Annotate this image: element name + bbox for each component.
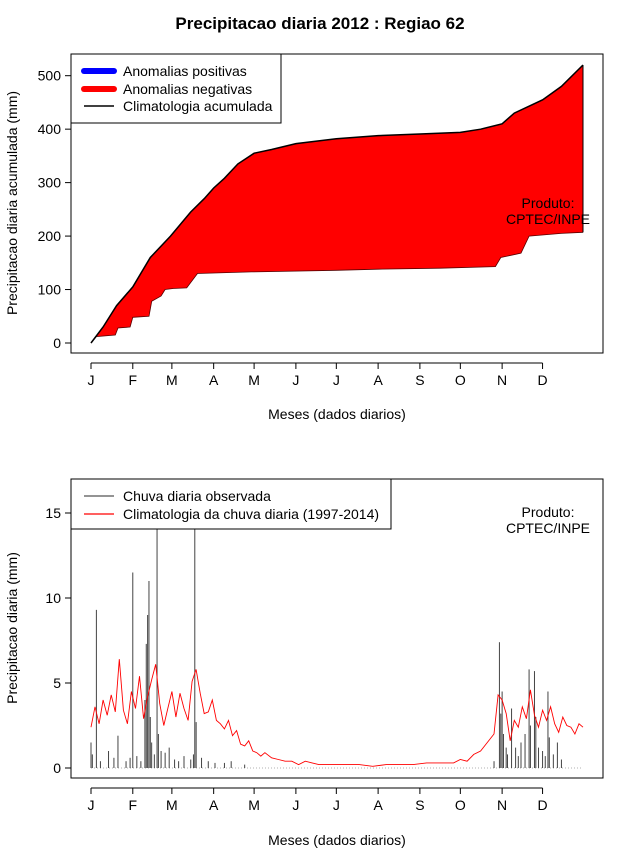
y-tick-label: 10 bbox=[45, 590, 61, 606]
y-axis-label: Precipitacao diaria acumulada (mm) bbox=[4, 91, 20, 315]
y-tick-label: 200 bbox=[38, 228, 62, 244]
x-tick-label: J bbox=[88, 372, 95, 388]
x-tick-label: O bbox=[455, 372, 466, 388]
x-tick-label: J bbox=[333, 372, 340, 388]
x-axis-label: Meses (dados diarios) bbox=[268, 832, 406, 848]
x-tick-label: M bbox=[166, 372, 178, 388]
x-tick-label: D bbox=[537, 372, 547, 388]
legend-box bbox=[70, 478, 392, 530]
legend-label: Chuva diaria observada bbox=[123, 488, 271, 504]
y-tick-label: 0 bbox=[53, 335, 61, 351]
x-tick-label: M bbox=[248, 797, 260, 813]
x-tick-label: N bbox=[497, 372, 507, 388]
x-tick-label: S bbox=[415, 372, 424, 388]
y-tick-label: 500 bbox=[38, 68, 62, 84]
climatology-daily-line bbox=[90, 659, 584, 767]
credit-text: Produto: CPTEC/INPE bbox=[506, 195, 590, 227]
daily-precipitation-chart: 0 5 10 15 J F M A M J J A S O N D Chuva diaria observad… bbox=[4, 478, 604, 848]
y-tick-label: 0 bbox=[53, 760, 61, 776]
x-tick-label: J bbox=[88, 797, 95, 813]
x-tick-label: J bbox=[292, 372, 299, 388]
legend: Anomalias positivas Anomalias negativas … bbox=[70, 53, 282, 124]
x-tick-label: M bbox=[248, 372, 260, 388]
y-tick-label: 400 bbox=[38, 121, 62, 137]
x-tick-label: M bbox=[166, 797, 178, 813]
legend-label: Anomalias positivas bbox=[123, 63, 247, 79]
y-tick-label: 300 bbox=[38, 175, 62, 191]
legend-label: Climatologia da chuva diaria (1997-2014) bbox=[123, 506, 379, 522]
x-axis-label: Meses (dados diarios) bbox=[268, 406, 406, 422]
x-tick-label: F bbox=[129, 372, 138, 388]
x-tick-label: S bbox=[415, 797, 424, 813]
page-title: Precipitacao diaria 2012 : Regiao 62 bbox=[175, 14, 465, 33]
legend: Chuva diaria observada Climatologia da c… bbox=[70, 478, 392, 530]
x-tick-label: D bbox=[537, 797, 547, 813]
legend-label: Climatologia acumulada bbox=[123, 98, 273, 114]
x-tick-label: A bbox=[209, 372, 219, 388]
credit-text: Produto: CPTEC/INPE bbox=[506, 504, 590, 536]
x-tick-label: J bbox=[333, 797, 340, 813]
credit-line: CPTEC/INPE bbox=[506, 211, 590, 227]
accumulated-precipitation-chart: 0 100 200 300 400 500 J F M A M J J A S O N D Anomalias p… bbox=[4, 53, 604, 422]
plot-area bbox=[90, 479, 584, 769]
x-tick-label: A bbox=[373, 797, 383, 813]
x-tick-label: F bbox=[129, 797, 138, 813]
y-tick-label: 5 bbox=[53, 675, 61, 691]
observed-accumulated-line bbox=[90, 231, 584, 344]
negative-anomaly-area bbox=[91, 65, 583, 343]
credit-line: CPTEC/INPE bbox=[506, 520, 590, 536]
x-tick-label: O bbox=[455, 797, 466, 813]
credit-line: Produto: bbox=[522, 504, 575, 520]
y-tick-label: 15 bbox=[45, 505, 61, 521]
climatology-accumulated-line bbox=[90, 64, 584, 344]
x-tick-label: A bbox=[209, 797, 219, 813]
legend-label: Anomalias negativas bbox=[123, 81, 252, 97]
x-tick-label: N bbox=[497, 797, 507, 813]
x-tick-label: A bbox=[373, 372, 383, 388]
y-tick-label: 100 bbox=[38, 282, 62, 298]
x-tick-label: J bbox=[292, 797, 299, 813]
credit-line: Produto: bbox=[522, 195, 575, 211]
y-axis-label: Precipitacao diaria (mm) bbox=[4, 552, 20, 704]
